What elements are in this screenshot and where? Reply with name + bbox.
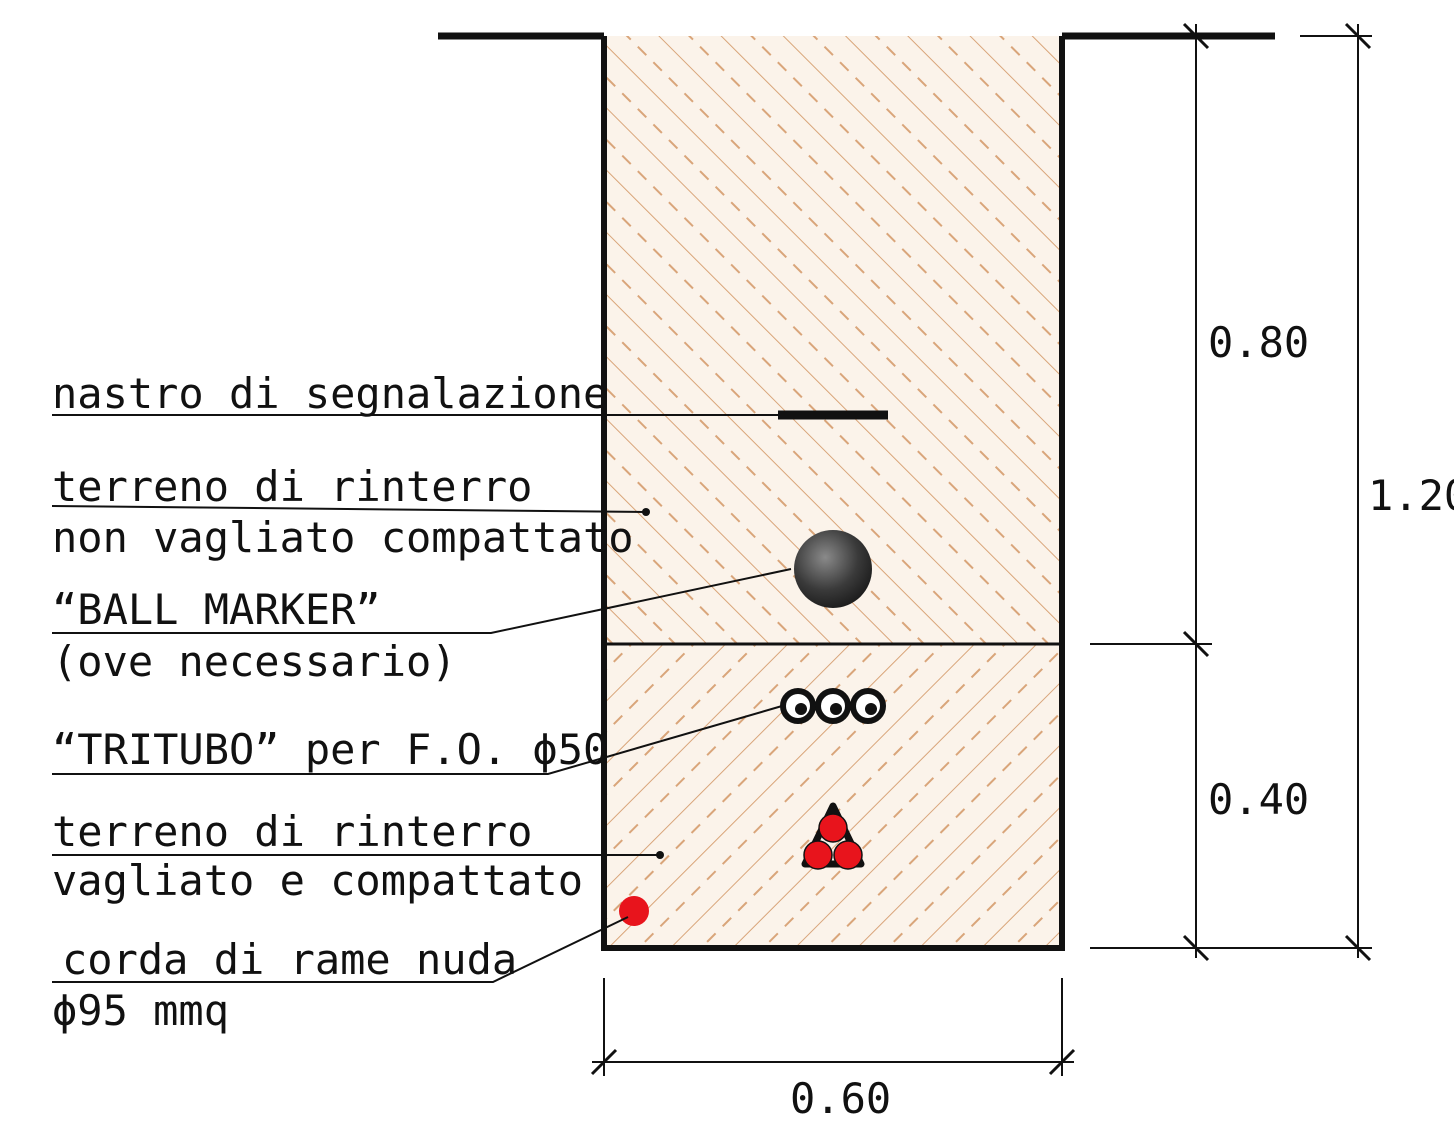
label-ball-marker-line2: (ove necessario) xyxy=(52,637,457,686)
dimension-upper-depth: 0.80 xyxy=(1208,318,1309,367)
copper-conductor xyxy=(619,896,649,926)
label-backfill-upper-line1: terreno di rinterro xyxy=(52,462,532,511)
label-copper-line2: ϕ95 mmq xyxy=(52,986,229,1035)
label-backfill-lower-line1: terreno di rinterro xyxy=(52,807,532,856)
dim-tick-right xyxy=(1048,1048,1076,1076)
label-ball-marker-line1: “BALL MARKER” xyxy=(52,585,381,634)
label-backfill-upper-line2: non vagliato compattato xyxy=(52,513,634,562)
dimension-total-depth: 1.20 xyxy=(1368,471,1454,520)
dim-tick-bottom-partial xyxy=(1182,934,1210,962)
trench-outline xyxy=(601,36,1065,951)
leader-copper xyxy=(52,916,629,983)
leader-backfill-upper xyxy=(51,505,646,513)
label-backfill-lower-line2: vagliato e compattato xyxy=(52,856,583,905)
leader-dot-upper xyxy=(642,508,650,516)
dimension-lower-depth: 0.40 xyxy=(1208,775,1309,824)
ball-marker xyxy=(794,530,872,608)
dim-tick-top-partial xyxy=(1182,22,1210,50)
leader-dot-lower xyxy=(656,851,664,859)
leader-ball-marker xyxy=(52,568,792,634)
leader-tritubo xyxy=(52,705,783,775)
power-cable-trefoil xyxy=(801,802,865,870)
dimension-width: 0.60 xyxy=(790,1074,891,1123)
dim-tick-top-total xyxy=(1344,22,1372,50)
label-warning-tape: nastro di segnalazione xyxy=(52,369,608,418)
tritubo-ducts xyxy=(780,688,886,724)
dim-tick-mid-partial xyxy=(1182,630,1210,658)
dim-tick-left xyxy=(590,1048,618,1076)
label-copper-line1: corda di rame nuda xyxy=(62,935,517,984)
label-tritubo: “TRITUBO” per F.O. ϕ50 xyxy=(52,725,608,774)
dim-tick-bottom-total xyxy=(1344,934,1372,962)
